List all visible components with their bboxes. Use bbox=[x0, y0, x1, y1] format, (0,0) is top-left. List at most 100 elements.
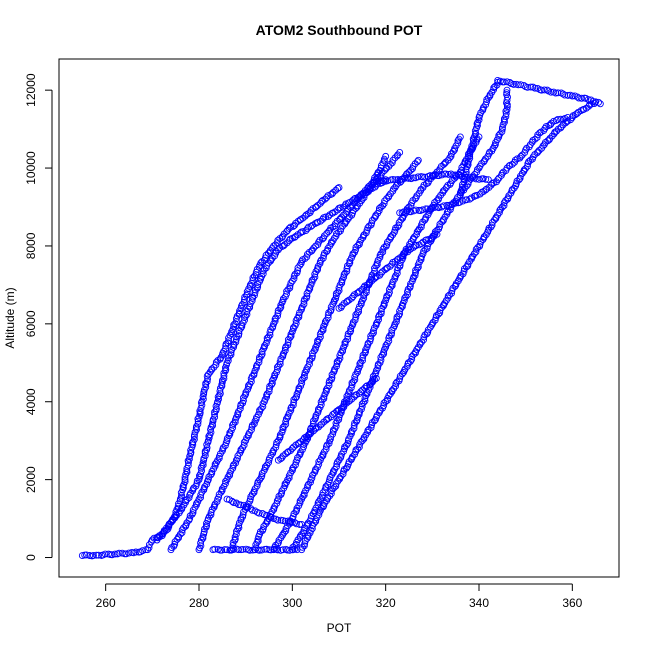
data-point bbox=[214, 456, 222, 464]
data-point bbox=[394, 255, 402, 263]
data-point bbox=[413, 230, 421, 238]
data-point bbox=[378, 169, 386, 177]
data-point bbox=[413, 158, 421, 166]
data-point bbox=[552, 117, 560, 124]
data-point bbox=[484, 176, 492, 184]
data-point bbox=[246, 546, 254, 554]
data-point bbox=[288, 277, 296, 285]
data-point bbox=[343, 267, 351, 275]
data-point bbox=[557, 89, 565, 97]
data-point bbox=[262, 339, 270, 347]
data-point bbox=[401, 174, 408, 182]
data-point bbox=[205, 512, 213, 520]
data-point bbox=[216, 384, 224, 392]
data-point bbox=[265, 333, 272, 341]
data-point bbox=[336, 204, 344, 212]
data-point bbox=[544, 137, 552, 145]
data-point bbox=[483, 98, 491, 106]
data-point bbox=[503, 106, 511, 114]
data-point bbox=[400, 297, 408, 304]
data-point bbox=[494, 176, 502, 184]
data-point bbox=[309, 417, 317, 425]
data-point bbox=[282, 420, 290, 428]
data-point bbox=[247, 378, 255, 385]
data-point bbox=[308, 474, 316, 482]
data-point bbox=[171, 538, 179, 546]
data-point bbox=[249, 293, 257, 301]
data-point bbox=[188, 439, 196, 447]
data-point bbox=[494, 76, 502, 84]
data-point bbox=[327, 191, 335, 199]
data-point bbox=[446, 291, 454, 299]
data-point bbox=[355, 308, 363, 316]
data-point bbox=[285, 225, 293, 232]
data-point bbox=[227, 349, 235, 357]
data-point bbox=[231, 418, 239, 426]
data-point bbox=[289, 401, 297, 409]
data-point bbox=[560, 115, 568, 123]
data-point bbox=[480, 233, 488, 241]
data-point bbox=[348, 381, 356, 389]
x-tick-label: 260 bbox=[96, 596, 116, 610]
data-point bbox=[306, 360, 313, 368]
data-point bbox=[379, 159, 387, 167]
data-point bbox=[441, 186, 448, 194]
data-point bbox=[181, 476, 189, 484]
data-point bbox=[500, 202, 508, 209]
data-point bbox=[320, 395, 328, 402]
data-point bbox=[307, 526, 315, 534]
data-point bbox=[218, 381, 226, 389]
data-point bbox=[249, 276, 257, 284]
data-point bbox=[361, 191, 368, 199]
data-point bbox=[274, 246, 282, 254]
data-point bbox=[277, 355, 285, 363]
data-point bbox=[290, 443, 297, 451]
data-point bbox=[380, 402, 388, 409]
data-point bbox=[415, 225, 423, 233]
data-point bbox=[520, 166, 528, 174]
data-point bbox=[534, 148, 542, 156]
data-point bbox=[354, 445, 362, 453]
data-point bbox=[466, 150, 474, 158]
data-point bbox=[351, 376, 359, 384]
data-point bbox=[366, 279, 374, 287]
data-point bbox=[413, 345, 421, 353]
data-point bbox=[459, 185, 466, 193]
data-point bbox=[414, 173, 422, 181]
data-point bbox=[355, 305, 362, 313]
data-point bbox=[310, 519, 318, 527]
data-point bbox=[523, 162, 531, 170]
data-point bbox=[207, 423, 215, 431]
data-point bbox=[299, 493, 307, 500]
data-point bbox=[333, 360, 341, 368]
data-point bbox=[475, 113, 483, 121]
data-point bbox=[411, 272, 419, 279]
data-point bbox=[240, 441, 248, 449]
data-point bbox=[315, 511, 323, 519]
plot-area-border bbox=[58, 58, 620, 578]
data-point bbox=[420, 336, 428, 344]
data-point bbox=[434, 310, 442, 318]
data-point bbox=[396, 149, 404, 156]
data-point bbox=[301, 540, 309, 548]
data-point bbox=[342, 442, 350, 449]
data-point bbox=[108, 551, 116, 559]
data-point bbox=[268, 379, 276, 387]
data-point bbox=[376, 406, 384, 414]
data-point bbox=[144, 546, 152, 554]
y-tick-label: 4000 bbox=[24, 388, 38, 415]
data-point bbox=[376, 172, 384, 180]
data-point bbox=[491, 83, 499, 90]
data-point bbox=[239, 545, 247, 553]
data-point bbox=[207, 471, 215, 479]
data-point bbox=[292, 461, 299, 469]
data-point bbox=[284, 285, 292, 293]
data-point bbox=[272, 515, 280, 523]
data-point bbox=[215, 454, 223, 462]
data-point bbox=[412, 206, 420, 214]
data-point bbox=[350, 377, 357, 385]
data-point bbox=[276, 305, 284, 313]
data-point bbox=[362, 383, 370, 391]
data-point bbox=[239, 397, 247, 405]
data-point bbox=[318, 453, 325, 461]
